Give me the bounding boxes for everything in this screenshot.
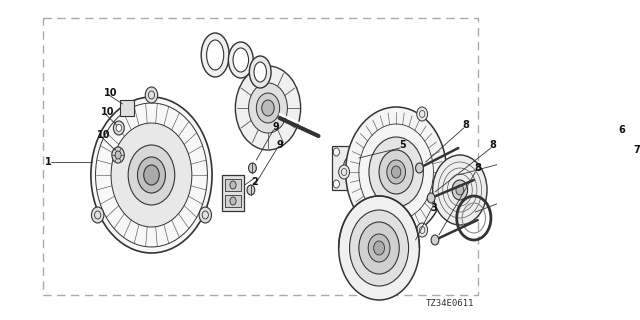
Ellipse shape [228, 42, 253, 78]
Text: 5: 5 [399, 140, 406, 150]
Text: 1: 1 [45, 157, 52, 167]
Circle shape [230, 197, 236, 205]
Circle shape [415, 163, 423, 173]
Circle shape [367, 148, 374, 156]
Ellipse shape [201, 33, 229, 77]
Ellipse shape [250, 56, 271, 88]
Text: 8: 8 [490, 140, 497, 150]
Circle shape [145, 87, 157, 103]
Text: 9: 9 [276, 140, 283, 150]
Circle shape [433, 155, 487, 225]
Circle shape [113, 121, 124, 135]
Circle shape [111, 123, 192, 227]
Circle shape [367, 180, 374, 188]
Circle shape [116, 124, 122, 132]
Text: 10: 10 [100, 107, 114, 117]
Circle shape [417, 107, 428, 121]
Circle shape [359, 222, 399, 274]
Circle shape [392, 166, 401, 178]
Circle shape [112, 147, 124, 163]
Circle shape [92, 207, 104, 223]
Circle shape [339, 165, 349, 179]
Bar [225, 179, 241, 191]
Ellipse shape [233, 48, 248, 72]
Text: 8: 8 [463, 120, 470, 130]
Text: 9: 9 [273, 122, 279, 132]
Circle shape [431, 235, 439, 245]
Circle shape [138, 157, 166, 193]
Circle shape [262, 100, 274, 116]
Text: 6: 6 [618, 125, 625, 135]
Text: TZ34E0611: TZ34E0611 [426, 299, 474, 308]
Circle shape [428, 193, 435, 203]
Circle shape [349, 210, 408, 286]
Bar [222, 175, 244, 211]
Circle shape [91, 97, 212, 253]
Circle shape [248, 83, 287, 133]
Circle shape [369, 137, 423, 207]
Bar [225, 195, 241, 207]
Text: 2: 2 [252, 177, 258, 187]
Ellipse shape [254, 62, 266, 82]
Text: 8: 8 [474, 163, 481, 173]
Circle shape [199, 207, 211, 223]
Circle shape [346, 107, 447, 237]
Circle shape [128, 145, 175, 205]
Circle shape [248, 163, 257, 173]
Text: 10: 10 [104, 88, 118, 98]
Circle shape [374, 241, 385, 255]
Bar [43, 18, 477, 295]
Circle shape [247, 185, 255, 195]
Text: 10: 10 [97, 130, 110, 140]
Circle shape [333, 148, 339, 156]
Circle shape [339, 196, 419, 300]
Circle shape [456, 185, 464, 195]
Circle shape [417, 223, 428, 237]
Circle shape [387, 160, 406, 184]
Circle shape [379, 150, 413, 194]
Circle shape [452, 180, 468, 200]
Circle shape [343, 155, 364, 181]
Circle shape [115, 151, 121, 159]
Circle shape [144, 165, 159, 185]
Circle shape [333, 180, 339, 188]
Text: 3: 3 [430, 203, 437, 213]
Circle shape [257, 93, 280, 123]
Bar [332, 146, 375, 190]
Text: 7: 7 [634, 145, 640, 155]
Ellipse shape [207, 40, 224, 70]
Bar [120, 100, 134, 116]
Circle shape [230, 181, 236, 189]
Circle shape [348, 160, 360, 176]
Circle shape [368, 234, 390, 262]
Circle shape [236, 66, 301, 150]
